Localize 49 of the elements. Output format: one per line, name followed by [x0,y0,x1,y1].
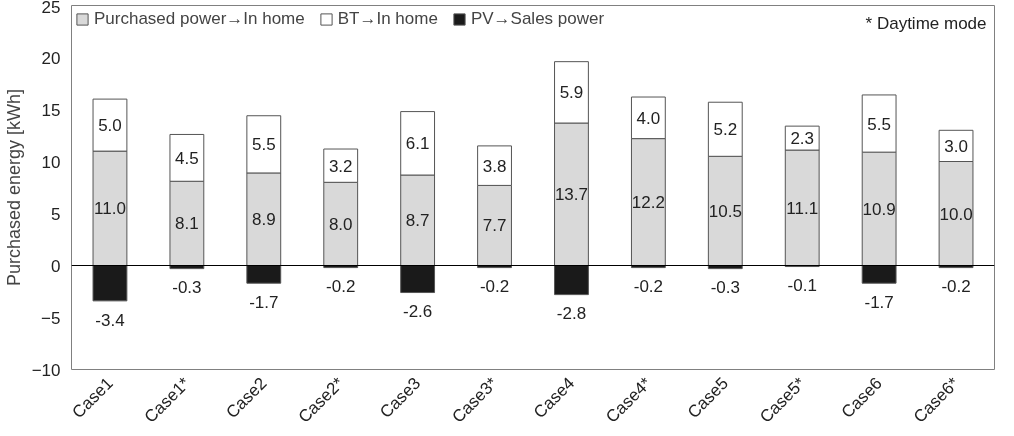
data-label: -0.1 [787,276,817,296]
data-label: 3.8 [482,156,507,176]
data-label: 5.5 [867,114,891,134]
data-label: 10.5 [708,201,742,221]
data-label: 5.2 [713,120,738,140]
data-label: -2.8 [556,304,587,324]
data-label: 5.5 [251,135,276,155]
data-label: -0.3 [710,278,740,298]
data-label: 8.9 [251,210,276,230]
annotation: * Daytime mode [865,13,987,33]
data-label: 7.7 [482,216,507,236]
y-tick-label: 5 [51,204,61,224]
y-tick-label: 25 [41,0,61,17]
data-label: -0.3 [172,278,202,298]
y-axis-title: Purchased energy [kWh] [3,88,24,287]
data-label: 11.1 [786,198,819,218]
y-tick-label: 15 [41,100,61,120]
data-label: 8.0 [328,214,353,234]
data-label: -1.7 [249,292,279,312]
data-label: 8.1 [175,214,199,234]
data-label: -0.2 [941,277,971,297]
data-label: 4.5 [175,148,199,168]
data-label: 2.3 [790,129,815,149]
y-tick-label: 10 [41,152,61,172]
data-label: 3.0 [944,136,968,156]
data-label: 10.0 [939,204,973,224]
data-label: 12.2 [631,193,665,213]
legend-label: BT→In home [337,9,438,29]
data-label: 8.7 [405,211,430,231]
data-label: -0.2 [633,277,664,297]
data-label: -2.6 [402,302,433,322]
data-label: -3.4 [95,310,125,330]
data-label: 6.1 [405,134,430,154]
data-label: -0.2 [326,277,356,297]
legend-label: Purchased power→In home [94,9,305,29]
data-label: 13.7 [554,185,589,205]
data-label: 11.0 [94,199,126,219]
data-label: 3.2 [328,156,353,176]
y-tick-label: 20 [41,48,61,68]
y-tick-label: −5 [41,308,61,328]
data-label: 4.0 [636,108,661,128]
legend-label: PV→Sales power [470,9,605,29]
y-tick-label: 0 [51,256,61,276]
data-label: -1.7 [864,292,894,312]
data-label: 5.9 [559,83,584,103]
data-label: 5.0 [98,116,122,136]
y-tick-label: −10 [31,360,61,380]
data-label: 10.9 [862,199,896,219]
data-label: -0.2 [479,277,510,297]
